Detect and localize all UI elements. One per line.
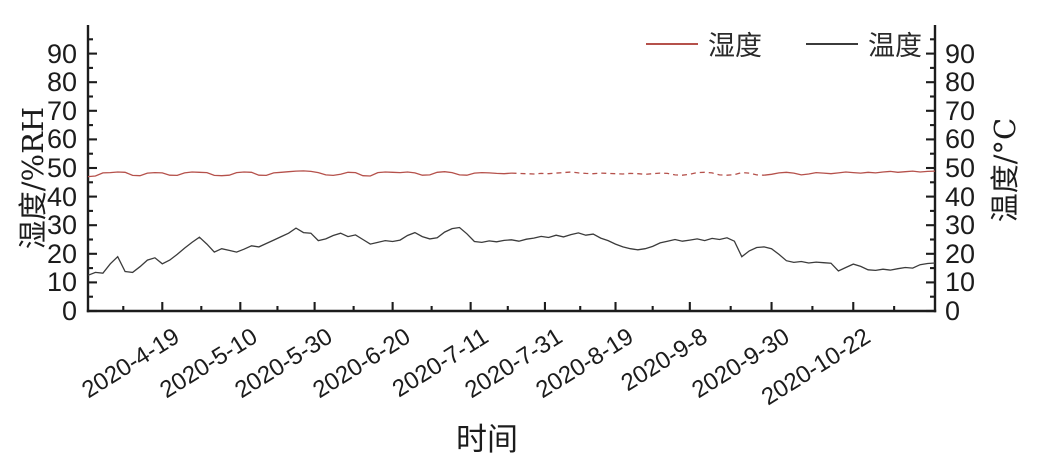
temperature-line-icon bbox=[806, 42, 858, 45]
legend-item-humidity: 湿度 bbox=[646, 24, 762, 63]
humidity-line bbox=[764, 170, 936, 176]
legend-label-humidity: 湿度 bbox=[708, 31, 762, 62]
legend-item-temperature: 温度 bbox=[806, 24, 922, 63]
x-axis-title: 时间 bbox=[456, 422, 518, 456]
humidity-line bbox=[511, 171, 765, 176]
temperature-line bbox=[87, 226, 936, 276]
legend: 湿度 温度 bbox=[646, 24, 922, 63]
humidity-line bbox=[87, 170, 512, 178]
legend-label-temperature: 温度 bbox=[868, 31, 922, 62]
y-axis-title-right: 温度/°C bbox=[988, 117, 1022, 223]
y-axis-title-left: 湿度/%RH bbox=[16, 106, 50, 250]
humidity-line-icon bbox=[646, 42, 698, 45]
